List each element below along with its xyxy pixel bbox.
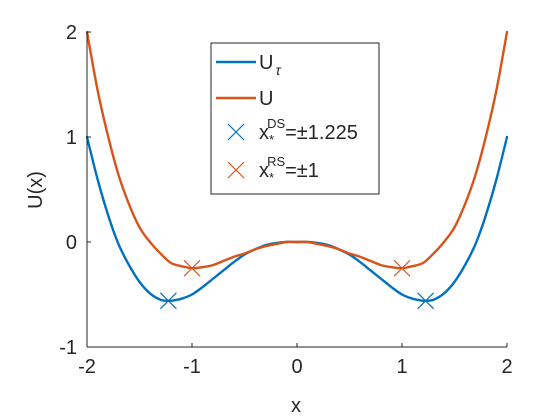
legend-entry-3: x*RS=±1 [227, 154, 319, 185]
x-tick-label: 1 [396, 356, 407, 378]
legend-label: x*RS=±1 [259, 154, 319, 185]
x-axis-label: x [291, 395, 301, 417]
y-tick-label: 2 [66, 22, 77, 44]
legend-entry-1: U [216, 88, 273, 110]
x-tick-label: 2 [501, 356, 512, 378]
y-tick-label: -1 [59, 337, 77, 359]
y-axis-label: U(x) [25, 171, 47, 209]
y-tick-label: 1 [66, 127, 77, 149]
plot-markers [159, 259, 435, 310]
x-tick-label: -1 [183, 356, 201, 378]
series-marker-3-1 [393, 259, 411, 277]
series-marker-2-0 [159, 292, 177, 310]
plot-axes [86, 31, 508, 348]
legend-box [210, 42, 380, 195]
x-tick-label: -2 [78, 356, 96, 378]
legend-entry-2: x*DS=±1.225 [227, 116, 358, 147]
series-marker-2-1 [417, 292, 435, 310]
plot-curves [85, 30, 509, 303]
legend-label: U [259, 88, 273, 110]
x-tick-label: 0 [291, 356, 302, 378]
series-line-1 [85, 30, 509, 270]
legend-label: x*DS=±1.225 [259, 116, 358, 147]
y-tick-label: 0 [66, 232, 77, 254]
series-marker-3-0 [183, 259, 201, 277]
